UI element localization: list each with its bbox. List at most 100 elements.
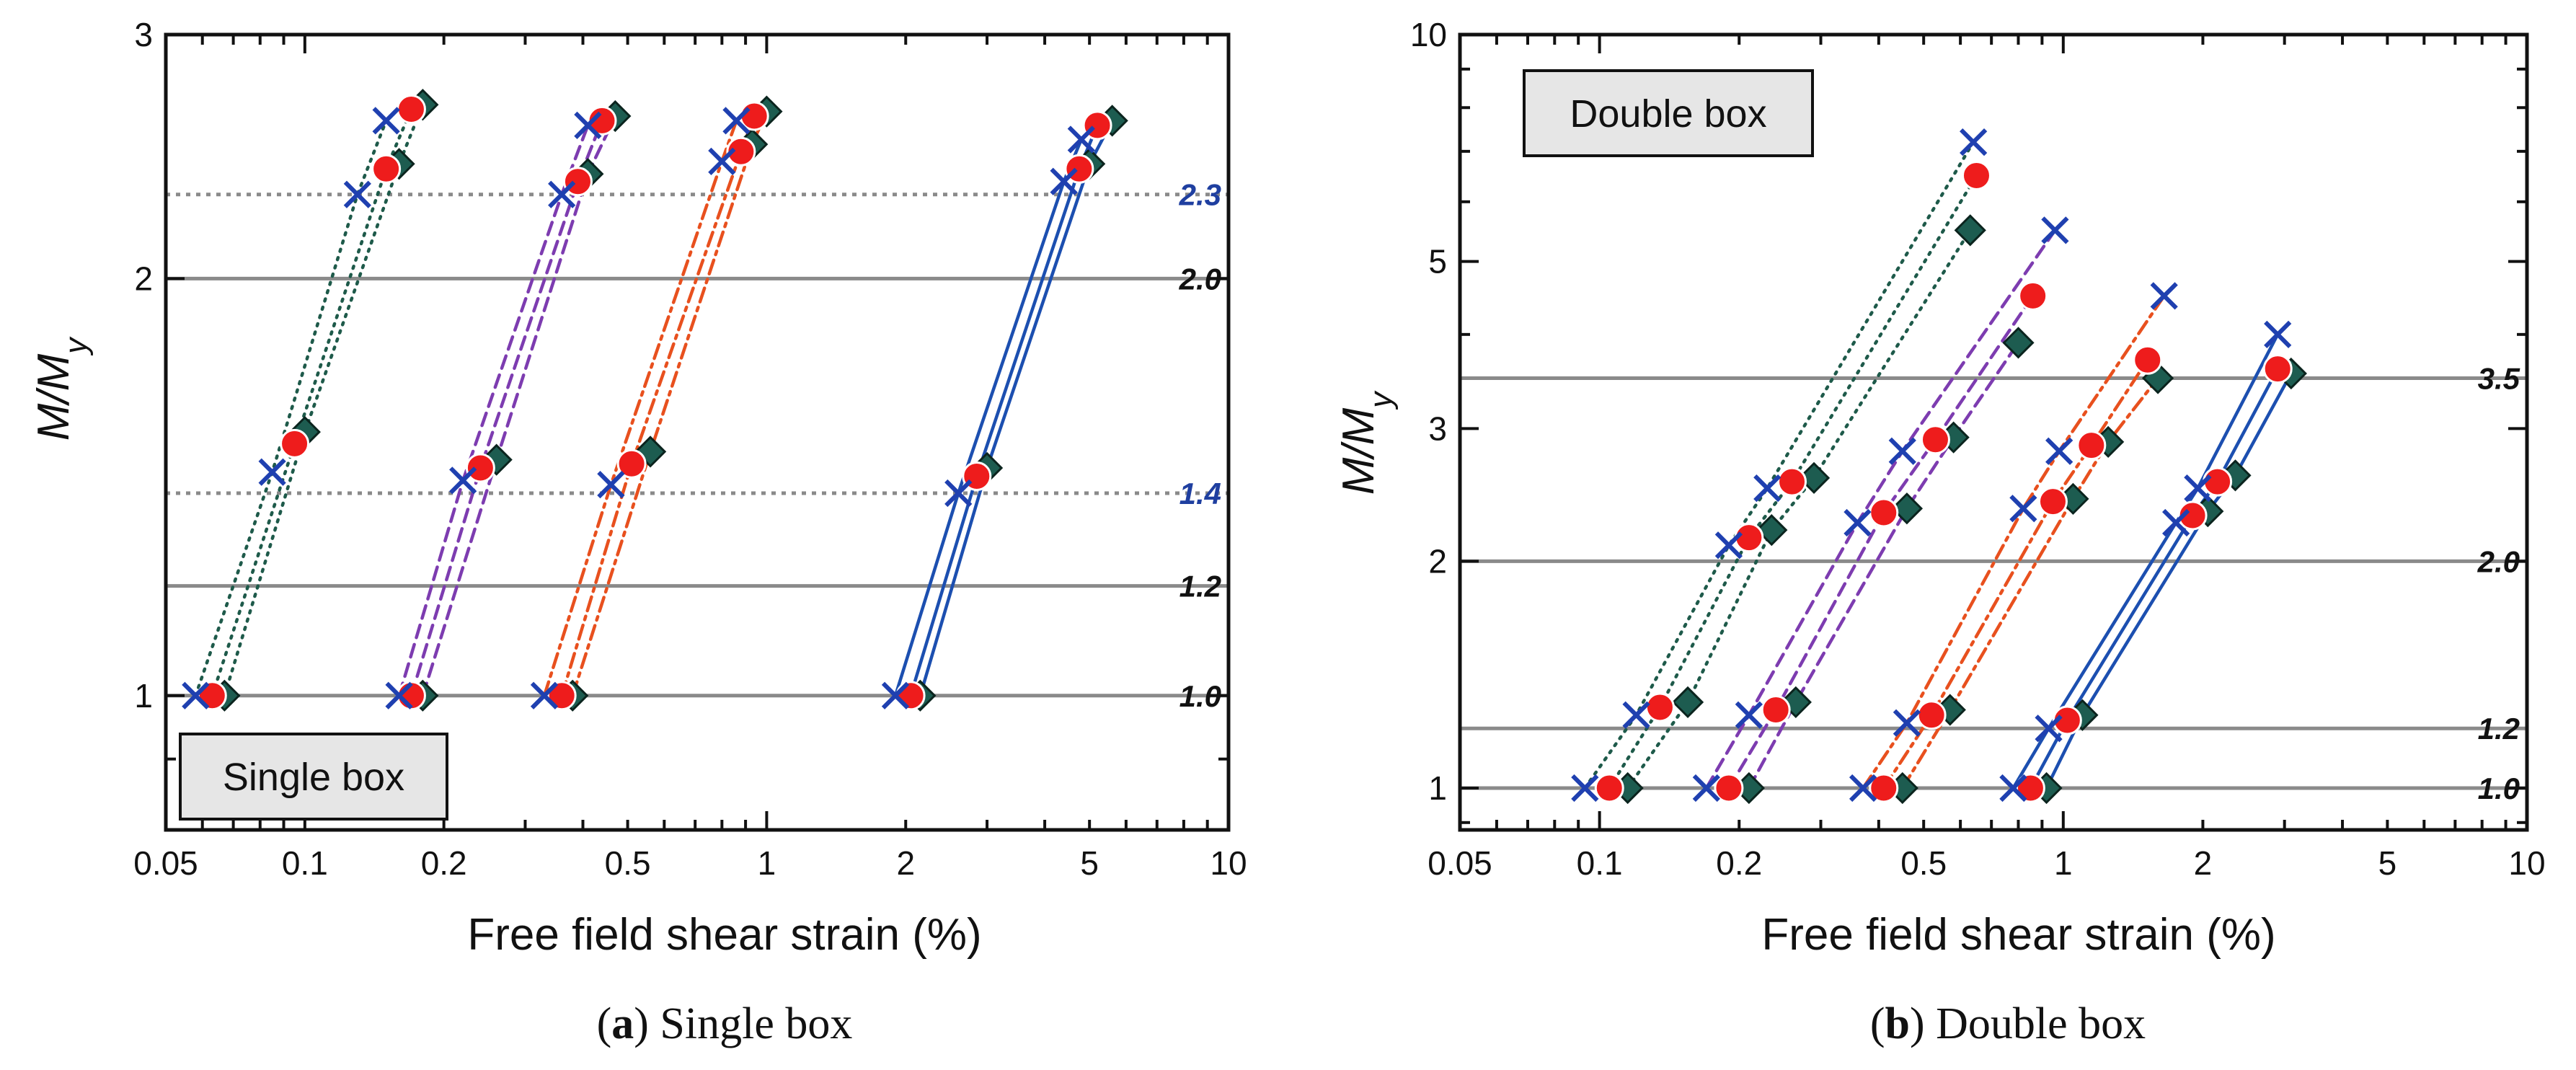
data-point-cross (385, 681, 413, 709)
data-point-cross (2009, 495, 2037, 523)
x-tick-label: 0.5 (605, 844, 651, 882)
data-point-cross (530, 681, 559, 709)
data-point-circle (895, 681, 926, 711)
data-point-circle (1920, 425, 1950, 455)
reference-line-label: 2.0 (1179, 262, 1221, 296)
series-line (570, 110, 769, 698)
data-point-cross (343, 180, 371, 208)
data-point-cross (722, 107, 751, 135)
data-point-cross (1844, 508, 1872, 537)
reference-line-label: 1.4 (1179, 477, 1221, 510)
data-point-cross (1893, 709, 1921, 737)
series-line (223, 102, 425, 698)
x-axis-label: Free field shear strain (%) (467, 910, 981, 960)
data-point-circle (2262, 354, 2293, 384)
x-tick-label: 2 (2194, 844, 2213, 882)
data-point-cross (2184, 474, 2212, 503)
panel-b-title: Double box (1570, 92, 1766, 136)
series-line (559, 114, 756, 698)
caption-b: (b) Double box (1870, 999, 2146, 1048)
double-box-legend: Double box (1523, 69, 1814, 157)
data-point-cross (1571, 774, 1599, 802)
data-point-cross (372, 107, 400, 135)
x-tick-label: 5 (1080, 844, 1099, 882)
data-point-cross (1050, 167, 1078, 195)
y-axis-label: M/My (29, 336, 94, 441)
series-line (1747, 341, 2020, 790)
data-point-cross (1960, 128, 1988, 156)
data-point-cross (708, 147, 736, 175)
data-point-circle (371, 154, 402, 184)
series-line (542, 119, 738, 698)
x-tick-label: 2 (896, 844, 915, 882)
y-tick-label: 1 (1428, 769, 1447, 807)
y-tick-label: 2 (1428, 542, 1447, 580)
x-tick-label: 0.05 (133, 844, 198, 882)
data-point-cross (2035, 715, 2063, 743)
series-line (908, 123, 1099, 698)
plot-frame (1458, 32, 2529, 832)
data-point-cross (597, 471, 625, 499)
data-point-circle (562, 167, 593, 197)
data-point-cross (1753, 474, 1781, 503)
data-point-cross (1735, 701, 1763, 729)
series-line (410, 119, 604, 698)
data-point-cross (2150, 282, 2178, 310)
y-tick-label: 3 (1428, 410, 1447, 447)
data-point-cross (2041, 216, 2069, 244)
data-point-circle (2133, 345, 2163, 375)
data-point-circle (739, 101, 769, 131)
reference-line-label: 1.0 (1179, 679, 1221, 713)
data-point-circle (280, 428, 310, 459)
data-point-diamond (1797, 461, 1831, 494)
data-point-circle (1869, 773, 1899, 803)
x-axis-label: Free field shear strain (%) (1761, 910, 2275, 960)
series-line (893, 138, 1084, 698)
data-point-circle (2015, 773, 2045, 803)
x-tick-label: 1 (758, 844, 776, 882)
data-point-cross (2045, 437, 2073, 465)
x-tick-label: 1 (2054, 844, 2073, 882)
data-point-circle (587, 105, 617, 136)
data-point-cross (1622, 701, 1650, 729)
caption-a: (a) Single box (597, 999, 853, 1048)
data-point-circle (1916, 700, 1947, 730)
reference-line-label: 3.5 (2478, 361, 2520, 395)
data-point-circle (1645, 692, 1675, 722)
data-point-circle (726, 136, 756, 167)
data-point-cross (1849, 774, 1877, 802)
data-point-cross (1714, 531, 1743, 560)
y-tick-label: 5 (1428, 243, 1447, 280)
series-line (211, 107, 413, 698)
reference-line-label: 2.3 (1179, 178, 1221, 212)
x-tick-label: 0.05 (1428, 844, 1492, 882)
data-point-cross (574, 111, 602, 139)
series-line (397, 123, 590, 698)
x-tick-label: 10 (1210, 844, 1247, 882)
data-point-cross (1067, 125, 1095, 154)
data-point-circle (1761, 695, 1791, 725)
data-point-cross (2264, 320, 2292, 348)
data-point-circle (2052, 705, 2082, 735)
data-point-cross (1888, 437, 1916, 465)
reference-line-label: 1.2 (1179, 570, 1221, 603)
y-tick-label: 1 (134, 677, 153, 715)
x-tick-label: 5 (2378, 844, 2397, 882)
data-point-diamond (634, 435, 667, 468)
series-line (1583, 140, 1975, 790)
panel-double-box: 0.05 0.1 0.2 0.5 1 2 5 10 1 2 3 5 10 3.5 2.0 1.2 1.0 Do… (1334, 16, 2546, 1048)
data-point-circle (396, 94, 426, 125)
data-point-cross (449, 467, 477, 495)
data-point-cross (881, 681, 910, 709)
data-point-circle (1594, 773, 1624, 803)
data-point-cross (1692, 774, 1720, 802)
panel-single-box: 0.05 0.1 0.2 0.5 1 2 5 10 1 2 3 2.3 2.0 1.4 1.2 1.0 Si… (29, 16, 1247, 1048)
series-line (194, 119, 388, 698)
data-point-circle (2018, 280, 2048, 311)
reference-line-label: 2.0 (2477, 544, 2520, 578)
y-tick-label: 10 (1410, 16, 1447, 53)
y-tick-label: 2 (134, 260, 153, 297)
series-line (421, 114, 617, 698)
data-point-cross (548, 180, 576, 208)
series-line (919, 119, 1114, 698)
